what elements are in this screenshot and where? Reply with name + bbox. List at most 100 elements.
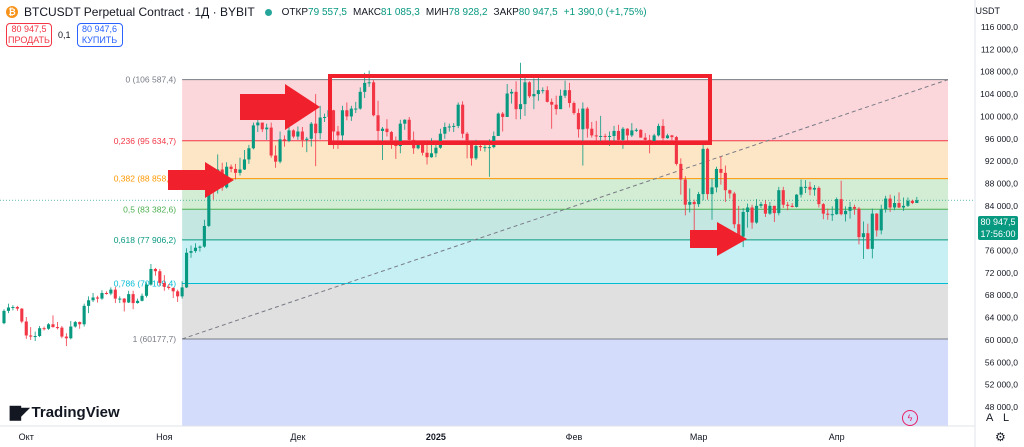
candle-body [634, 129, 638, 131]
settings-gear-icon[interactable]: ⚙ [995, 430, 1006, 444]
candle-body [78, 322, 82, 325]
candle [127, 290, 131, 304]
flash-icon[interactable]: ϟ [902, 410, 918, 426]
candle-body [265, 127, 269, 130]
price-axis[interactable]: 116 000,0 112 000,0 108 000,0 104 000,0 100 … [980, 22, 1018, 412]
candle [260, 122, 264, 133]
sell-button[interactable]: 80 947,5 ПРОДАТЬ [6, 23, 52, 47]
candle [118, 296, 122, 304]
candle-body [545, 90, 549, 102]
candle-body [808, 186, 812, 190]
candle-body [901, 205, 906, 208]
candle [567, 82, 572, 108]
candle-body [478, 146, 483, 148]
time-tick-label: Апр [829, 432, 845, 442]
candle [136, 298, 140, 304]
market-status-icon [264, 8, 272, 16]
candle-body [523, 82, 527, 105]
arrow-mid[interactable] [168, 162, 234, 198]
candle [723, 165, 727, 202]
candle [91, 293, 95, 302]
price-tick-label: 100 000,0 [980, 111, 1018, 121]
candle-body [683, 179, 687, 205]
candle [376, 100, 380, 141]
trend-line[interactable] [181, 79, 949, 340]
candle [875, 213, 879, 237]
candle [510, 89, 514, 104]
candle-body [20, 308, 24, 322]
candle-body [233, 168, 238, 173]
candle-body [300, 131, 304, 140]
candle [305, 137, 309, 153]
candle-body [835, 199, 839, 215]
candle [772, 205, 776, 223]
candle-body [572, 103, 576, 114]
candle [318, 105, 322, 140]
candle [532, 78, 536, 110]
candle-body [719, 168, 723, 173]
fib-fill-zones [182, 79, 948, 426]
log-scale-button[interactable]: L [1003, 412, 1010, 424]
candle-body [438, 133, 442, 148]
tradingview-logo[interactable]: ▇◤ TradingView [10, 404, 120, 421]
price-tick-label: 76 000,0 [985, 246, 1018, 256]
consolidation-box[interactable] [328, 74, 712, 145]
candle [274, 145, 278, 168]
candle [781, 186, 785, 209]
candle-body [630, 130, 634, 136]
time-axis[interactable]: Окт Ноя Дек 2025 Фев Мар Апр [19, 432, 845, 442]
auto-scale-button[interactable]: A [986, 412, 994, 424]
fib-zone-1 [182, 338, 948, 426]
open-value: 79 557,5 [308, 6, 347, 18]
candle-body [884, 198, 888, 210]
candle [229, 164, 233, 173]
candle [585, 106, 589, 138]
candle-body [465, 133, 469, 145]
buy-button[interactable]: 80 947,6 КУПИТЬ [76, 23, 123, 47]
candle [251, 122, 255, 150]
candle [55, 322, 59, 330]
candle-body [429, 153, 434, 158]
candle-body [287, 130, 291, 141]
candle-body [64, 336, 68, 339]
arrow-top[interactable] [240, 84, 320, 130]
candle [33, 331, 37, 342]
tradingview-mark-icon: ▇◤ [10, 404, 29, 420]
last-price-value: 80 947,5 [980, 217, 1016, 227]
candle-body [318, 117, 322, 134]
candle-body [91, 297, 95, 301]
candle-body [407, 119, 411, 140]
price-tick-label: 60 000,0 [985, 335, 1018, 345]
currency-selector[interactable]: USDT [975, 6, 1001, 16]
arrow-low[interactable] [690, 222, 747, 256]
fib-zone-0.236 [182, 140, 948, 179]
candle-body [790, 205, 794, 207]
candle-body [616, 130, 621, 140]
candle [51, 315, 55, 328]
candle-body [256, 122, 260, 126]
symbol-title[interactable]: BTCUSDT Perpetual Contract · 1Д · BYBIT [24, 5, 255, 19]
candle [389, 130, 393, 149]
candle-body [354, 108, 358, 110]
candle [527, 81, 531, 98]
candle-body [603, 135, 607, 137]
candle [893, 195, 897, 211]
candle [282, 135, 287, 147]
candle-body [29, 335, 33, 337]
candle [425, 144, 429, 165]
candle-body [229, 166, 233, 169]
open-label: ОТКР [281, 6, 309, 18]
candle-body [33, 336, 37, 338]
candle-body [496, 113, 500, 136]
candle [6, 303, 11, 314]
candle [665, 133, 670, 139]
candle-body [153, 268, 157, 272]
candle [594, 120, 598, 141]
candle [153, 267, 157, 276]
candle-body [207, 179, 211, 226]
candle [238, 157, 242, 176]
candle [514, 81, 518, 120]
candle [674, 135, 678, 166]
fib-label-0.382: 0,382 (88 858,9) [114, 174, 177, 184]
